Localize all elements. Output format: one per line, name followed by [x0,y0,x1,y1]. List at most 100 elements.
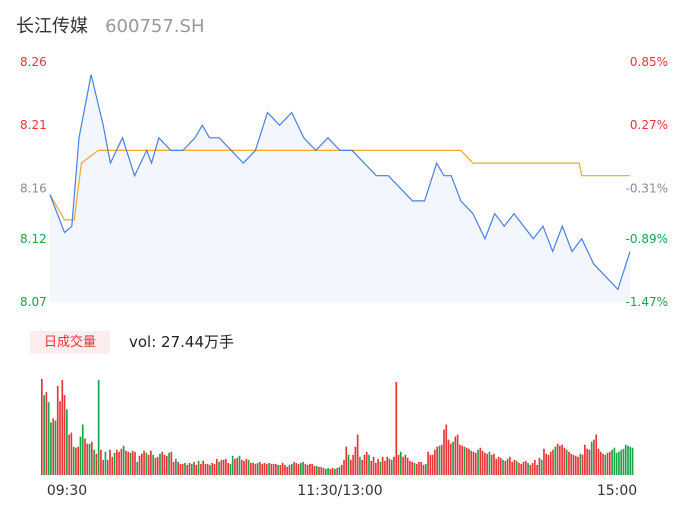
volume-bar [390,459,393,475]
volume-bar [315,465,318,475]
y-axis-left: 8.26 8.21 8.16 8.12 8.07 [20,55,47,309]
volume-bar [574,455,577,475]
volume-bar [477,449,479,475]
volume-bar [52,418,55,475]
volume-bar [309,463,311,475]
volume-bar [563,447,566,475]
volume-bar [420,461,423,475]
volume-bar [306,464,309,475]
volume-bar [231,455,234,475]
volume-bar [152,454,154,475]
volume-bar [277,464,279,475]
volume-bar [534,459,536,475]
volume-bar [559,445,561,475]
volume-bar [454,436,457,475]
volume-bar [547,454,550,475]
volume-bar [529,464,532,475]
volume-bar [325,468,327,475]
volume-bar [188,462,191,475]
volume-bar [156,456,159,475]
volume-bar [393,456,395,475]
volume-bar [631,447,634,475]
volume-bar [113,452,116,475]
volume-bar [243,460,245,475]
volume-bar [104,451,107,475]
volume-bar [443,429,445,475]
volume-bar [111,456,114,475]
volume-bar [486,453,488,475]
volume-bar [200,463,202,475]
volume-bar [154,457,157,475]
price-line [49,74,631,291]
volume-bar [518,462,520,475]
y-axis-right: 0.85% 0.27% -0.31% -0.89% -1.47% [626,55,668,309]
volume-bar [293,461,295,475]
volume-bar [554,446,557,475]
volume-bar [247,459,250,475]
volume-bar [463,446,466,475]
volume-bar [445,424,448,475]
x-tick-label: 11:30/13:00 [297,483,382,499]
volume-bar [195,464,198,475]
volume-bar [159,453,161,475]
volume-bar [422,464,425,475]
volume-bar [165,455,168,475]
pct-tick-label: -0.89% [626,232,668,246]
stock-name: 长江传媒 [16,16,88,37]
y-tick-label: 8.26 [20,55,47,69]
volume-bar [590,441,593,475]
pct-tick-label: 0.27% [630,118,668,132]
volume-bar [499,457,502,475]
volume-bar [81,424,84,475]
volume-bar [495,458,498,475]
volume-bar [334,468,336,475]
volume-bar [72,446,75,475]
volume-bar [561,444,563,475]
volume-bar [75,447,77,475]
volume-bar [177,461,179,475]
volume-bar [340,464,343,475]
x-tick-label: 09:30 [47,483,87,499]
volume-bar [254,463,257,475]
volume-bar [297,463,300,475]
volume-bar [363,454,366,475]
volume-bar [84,438,86,475]
volume-bar [90,441,93,475]
volume-bar [50,422,52,475]
volume-bar [190,463,193,475]
volume-bar [140,453,143,475]
volume-bar [304,463,307,475]
volume-bar [368,454,370,475]
volume-bar [452,441,454,475]
volume-bar [572,454,575,475]
volume-bar [599,451,602,475]
volume-bar [370,460,373,475]
volume-bar [259,461,261,475]
volume-bar [474,452,477,475]
volume-bar [347,454,350,475]
volume-bar [47,402,50,475]
volume-bar [88,443,91,475]
volume-bar [41,379,43,475]
volume-bar [202,460,204,475]
volume-bar [127,451,130,475]
volume-bar [320,466,323,475]
price-area [50,74,630,302]
volume-bar [459,444,461,475]
volume-bar [361,459,364,475]
volume-bar [61,380,64,475]
volume-bar [86,443,89,475]
volume-bar [527,462,529,475]
volume-bar [143,450,145,475]
volume-bar [456,434,459,475]
volume-bar [579,453,582,475]
volume-bar [163,454,166,475]
volume-bar [470,450,473,475]
volume-bar [168,452,170,475]
volume-bar [538,457,541,475]
volume-bar [354,446,357,475]
volume-bar [131,450,134,475]
volume-bar [465,447,468,475]
volume-bar [406,457,409,475]
